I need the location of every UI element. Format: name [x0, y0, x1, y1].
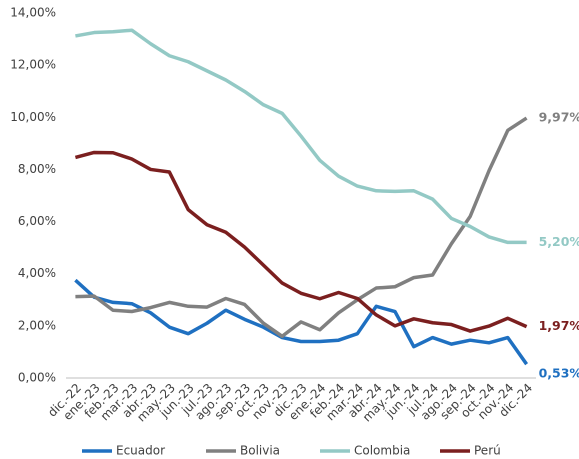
legend-label: Perú: [474, 444, 501, 458]
line-series: [75, 116, 528, 339]
line-series: [75, 28, 527, 245]
value-label: 1,97%: [539, 318, 579, 333]
value-label: 0,53%: [539, 366, 579, 381]
legend-label: Ecuador: [116, 444, 165, 458]
line-series: [74, 150, 528, 333]
y-tick-label: 14,00%: [10, 6, 56, 20]
legend-label: Colombia: [354, 444, 410, 458]
y-tick-label: 8,00%: [18, 162, 56, 176]
y-tick-label: 6,00%: [18, 214, 56, 228]
line-series: [74, 278, 529, 366]
y-tick-label: 2,00%: [18, 318, 56, 332]
y-tick-label: 12,00%: [10, 58, 56, 72]
y-tick-label: 4,00%: [18, 266, 56, 280]
value-label: 9,97%: [539, 110, 579, 125]
y-tick-label: 10,00%: [10, 110, 56, 124]
value-label: 5,20%: [539, 234, 579, 249]
legend-label: Bolivia: [240, 444, 280, 458]
y-tick-label: 0,00%: [18, 371, 56, 385]
